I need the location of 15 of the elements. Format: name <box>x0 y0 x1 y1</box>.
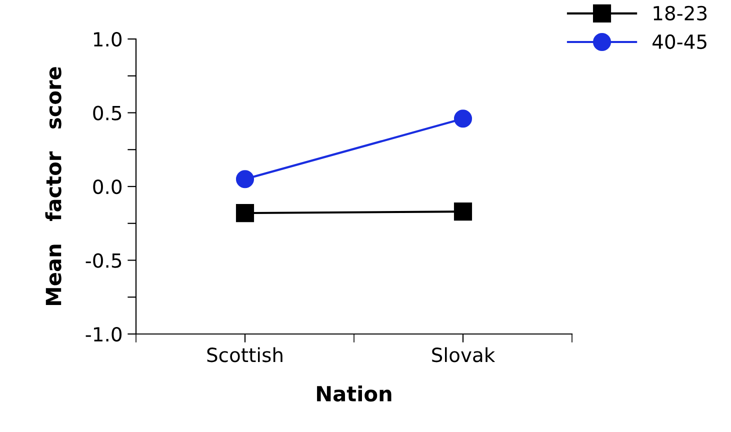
x-tick-label: Scottish <box>207 347 282 362</box>
legend-label: 40-45 <box>652 34 706 50</box>
y-tick-label: -1.0 <box>86 326 122 342</box>
x-axis-title: Nation <box>317 385 392 402</box>
y-axis-title: Mean factor score <box>45 67 62 305</box>
y-tick-label: -0.5 <box>86 253 122 268</box>
y-tick-label: 0.5 <box>93 106 122 120</box>
point <box>454 110 472 128</box>
point <box>454 202 472 221</box>
point <box>236 204 254 222</box>
y-tick-label: 1.0 <box>94 32 122 47</box>
y-tick-label: 0.0 <box>93 179 122 194</box>
x-tick-label: Slovak <box>432 347 496 362</box>
legend-label: 18-23 <box>654 6 707 21</box>
point <box>236 170 254 188</box>
